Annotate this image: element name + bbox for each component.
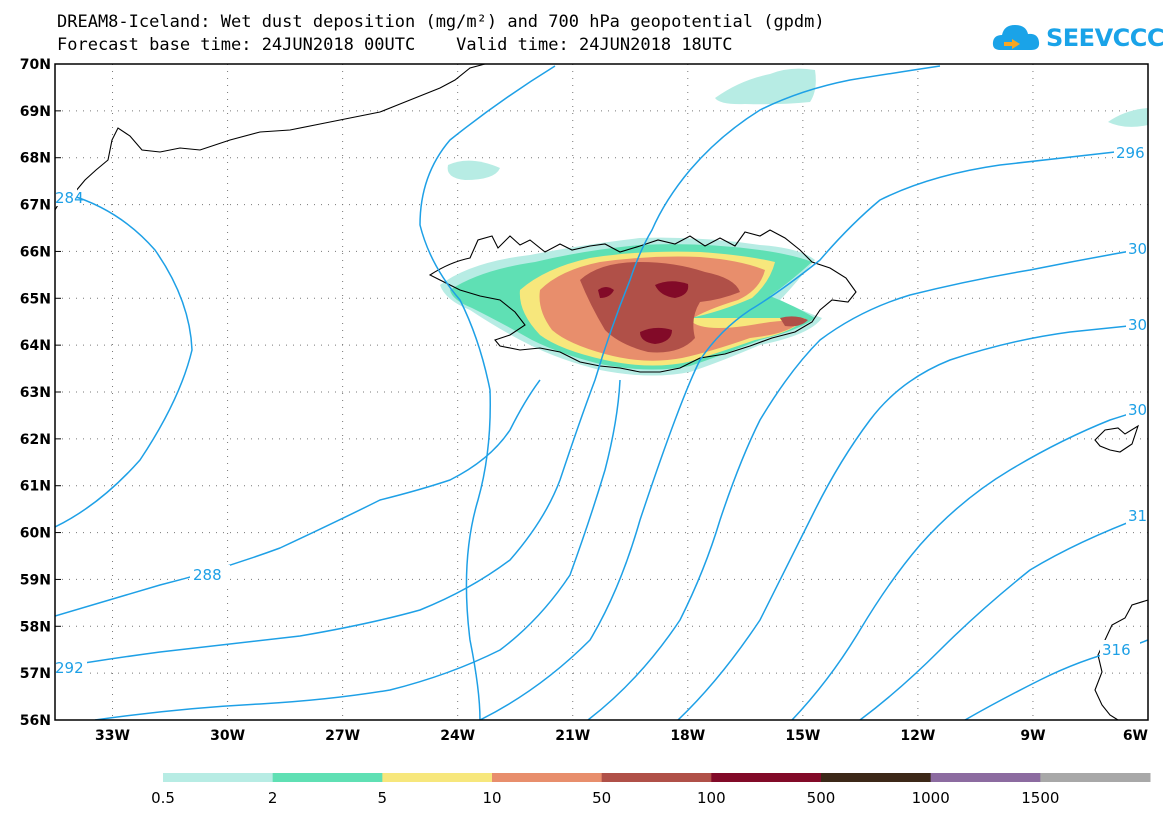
dust-level-50 bbox=[780, 316, 808, 327]
colorbar-label: 1000 bbox=[912, 789, 950, 807]
lat-tick-label: 59N bbox=[20, 572, 51, 588]
contour-label-292: 292 bbox=[55, 659, 84, 677]
dust-level-0.5 bbox=[715, 68, 816, 105]
contour-label-300: 300 bbox=[1128, 240, 1157, 258]
colorbar-label: 1500 bbox=[1021, 789, 1059, 807]
lon-tick-label: 30W bbox=[210, 728, 245, 744]
cloud-icon bbox=[992, 25, 1040, 50]
contour-288-north bbox=[419, 65, 556, 720]
lat-tick-label: 60N bbox=[20, 526, 51, 542]
longitude-labels: 33W 30W 27W 24W 21W 18W 15W 12W 9W 6W bbox=[95, 728, 1148, 744]
lon-tick-label: 18W bbox=[670, 728, 705, 744]
contour-label-308: 308 bbox=[1128, 401, 1157, 419]
colorbar: 0.5 2 5 10 50 100 500 1000 1500 bbox=[151, 773, 1151, 807]
contour-292 bbox=[55, 65, 941, 669]
colorbar-swatch bbox=[492, 773, 603, 782]
faroe-shetland-coastline bbox=[1094, 424, 1140, 453]
contour-300 bbox=[587, 247, 1148, 720]
lat-tick-label: 68N bbox=[20, 151, 51, 167]
dust-level-50 bbox=[580, 262, 740, 353]
contour-308 bbox=[791, 407, 1148, 720]
lat-tick-label: 69N bbox=[20, 104, 51, 120]
map-frame bbox=[54, 63, 1149, 721]
colorbar-swatch bbox=[930, 773, 1041, 782]
scotland-coastline bbox=[1094, 599, 1148, 720]
contour-304 bbox=[677, 323, 1148, 720]
geopotential-contours bbox=[55, 65, 1148, 720]
latitude-labels: 70N 69N 68N 67N 66N 65N 64N 63N 62N 61N 60N 59N 58N 5… bbox=[20, 57, 51, 729]
map-content: 288 292 296 300 304 308 312 316 284 bbox=[55, 64, 1157, 720]
lat-tick-label: 64N bbox=[20, 338, 51, 354]
colorbar-swatch bbox=[272, 773, 383, 782]
lat-tick-label: 65N bbox=[20, 291, 51, 307]
contour-label-304: 304 bbox=[1128, 316, 1157, 334]
colorbar-label: 10 bbox=[482, 789, 501, 807]
greenland-coastline bbox=[55, 64, 486, 211]
contour-labels: 288 292 296 300 304 308 312 316 284 bbox=[55, 143, 1157, 677]
lon-tick-label: 15W bbox=[785, 728, 820, 744]
colorbar-label: 50 bbox=[592, 789, 611, 807]
lon-tick-label: 27W bbox=[325, 728, 360, 744]
dust-level-0.5 bbox=[447, 160, 500, 180]
contour-label-316: 316 bbox=[1102, 641, 1131, 659]
lat-tick-label: 58N bbox=[20, 619, 51, 635]
contour-label-284: 284 bbox=[55, 189, 84, 207]
contour-292-south bbox=[94, 379, 621, 720]
contour-312 bbox=[859, 514, 1148, 720]
colorbar-label: 2 bbox=[268, 789, 278, 807]
lon-tick-label: 12W bbox=[900, 728, 935, 744]
colorbar-swatch bbox=[601, 773, 712, 782]
colorbar-label: 5 bbox=[378, 789, 388, 807]
colorbar-swatch bbox=[1040, 773, 1151, 782]
contour-label-288: 288 bbox=[193, 566, 222, 584]
dust-level-100 bbox=[655, 281, 689, 298]
colorbar-swatch bbox=[163, 773, 274, 782]
contour-296 bbox=[479, 151, 1116, 720]
map-title-line-2: Forecast base time: 24JUN2018 00UTC Vali… bbox=[57, 35, 733, 55]
contour-288 bbox=[55, 379, 541, 617]
lon-tick-label: 9W bbox=[1020, 728, 1045, 744]
dust-level-100 bbox=[640, 327, 672, 344]
lat-tick-label: 67N bbox=[20, 198, 51, 214]
graticule bbox=[55, 64, 1148, 720]
map-title-line-1: DREAM8-Iceland: Wet dust deposition (mg/… bbox=[57, 12, 825, 32]
seevccc-logo: SEEVCCC bbox=[990, 18, 1165, 58]
lat-tick-label: 56N bbox=[20, 713, 51, 729]
lat-tick-label: 63N bbox=[20, 385, 51, 401]
lon-tick-label: 6W bbox=[1123, 728, 1148, 744]
dust-level-100 bbox=[598, 287, 614, 298]
colorbar-label: 0.5 bbox=[151, 789, 175, 807]
lon-tick-label: 24W bbox=[440, 728, 475, 744]
lat-tick-label: 62N bbox=[20, 432, 51, 448]
logo-text: SEEVCCC bbox=[1046, 24, 1165, 52]
contour-label-312: 312 bbox=[1128, 507, 1157, 525]
iceland-coastline bbox=[428, 229, 857, 373]
lon-tick-label: 21W bbox=[555, 728, 590, 744]
lon-tick-label: 33W bbox=[95, 728, 130, 744]
colorbar-swatch bbox=[821, 773, 932, 782]
colorbar-label: 500 bbox=[807, 789, 836, 807]
dust-deposition-field bbox=[440, 68, 1148, 376]
lat-tick-label: 57N bbox=[20, 666, 51, 682]
lat-tick-label: 66N bbox=[20, 244, 51, 260]
colorbar-swatch bbox=[711, 773, 822, 782]
colorbar-label: 100 bbox=[697, 789, 726, 807]
lat-tick-label: 61N bbox=[20, 479, 51, 495]
lat-tick-label: 70N bbox=[20, 57, 51, 73]
contour-label-296: 296 bbox=[1116, 144, 1145, 162]
contour-284 bbox=[55, 194, 193, 528]
coastlines bbox=[55, 64, 1148, 720]
colorbar-swatch bbox=[382, 773, 493, 782]
dust-level-0.5 bbox=[1108, 108, 1148, 127]
